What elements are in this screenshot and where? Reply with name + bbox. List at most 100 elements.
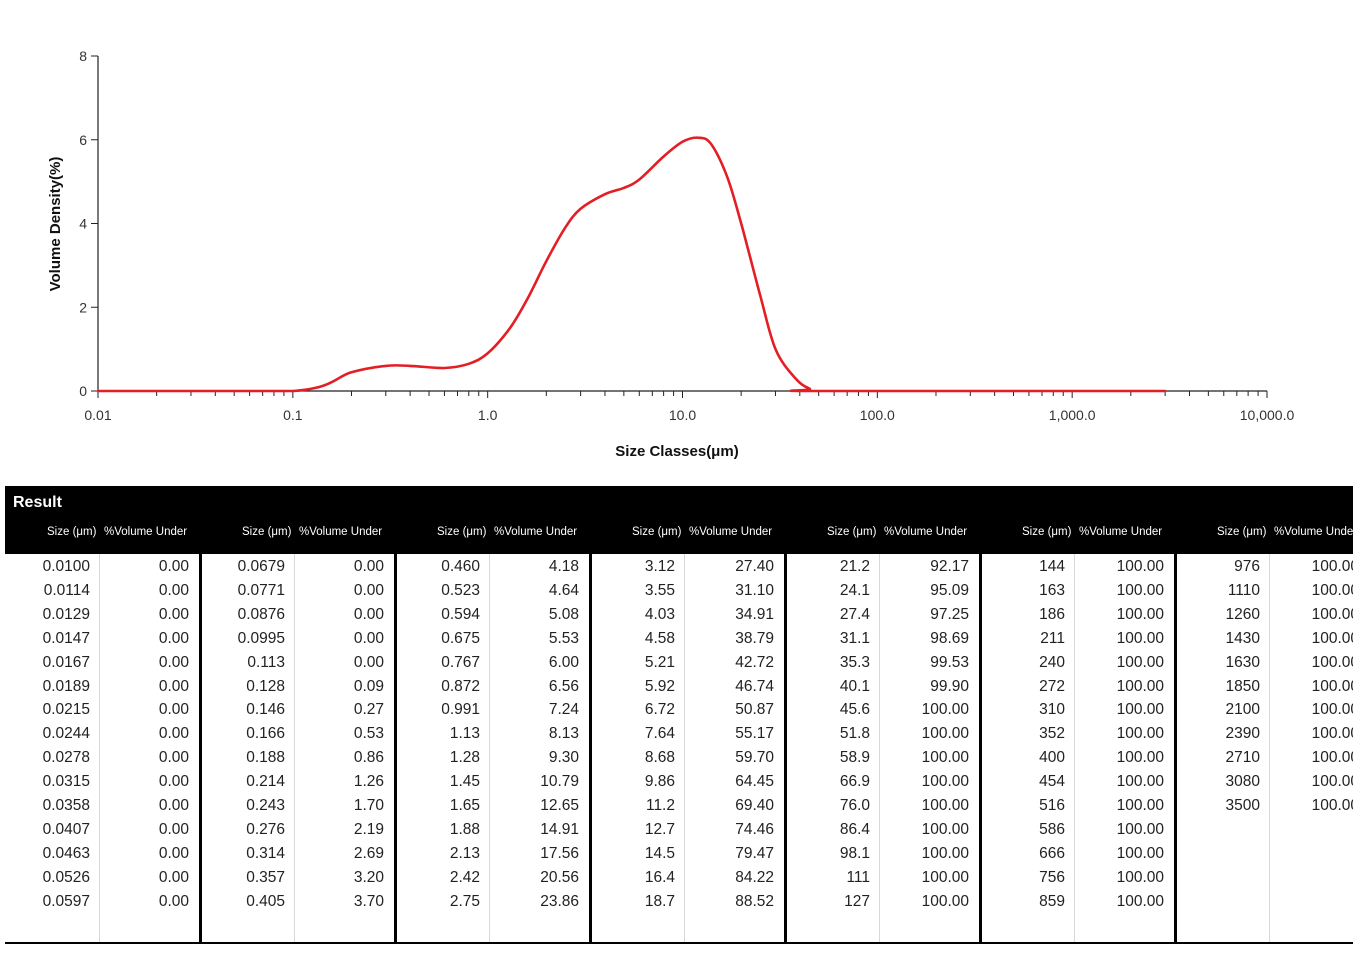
volume-cell: 10.79 [540,773,579,791]
volume-cell: 100.00 [921,797,969,814]
volume-cell: 88.52 [735,892,774,910]
volume-cell: 0.27 [353,701,384,719]
volume-cell: 100.00 [1311,725,1353,743]
volume-cell: 5.53 [548,629,579,647]
size-cell: 0.357 [246,868,285,886]
volume-cell: 4.18 [548,558,579,575]
size-cell: 5.92 [644,677,675,695]
volume-column-header: %Volume Under [299,526,383,538]
size-column-header: Size (μm) [1022,526,1072,538]
y-axis-title: Volume Density(%) [47,157,64,292]
size-cell: 144 [1039,558,1065,575]
size-cell: 310 [1039,701,1065,719]
volume-cell: 0.00 [158,629,189,647]
size-cell: 0.0147 [42,629,90,647]
size-cell: 0.0215 [42,701,90,719]
size-cell: 976 [1234,558,1260,575]
volume-cell: 50.87 [735,701,774,719]
size-cell: 0.460 [441,558,480,575]
size-cell: 0.405 [246,892,285,910]
y-tick-label: 2 [79,299,87,315]
result-column-group: 3.12 27.40 3.55 31.10 4.03 34.91 4.58 38.79 5.21… [590,554,787,942]
size-cell: 11.2 [645,797,675,814]
size-cell: 240 [1039,653,1065,671]
size-cell: 0.0358 [42,797,90,814]
size-cell: 0.314 [246,844,285,862]
volume-cell: 100.00 [1116,677,1164,695]
volume-cell: 17.56 [540,844,579,862]
size-column-header: Size (μm) [47,526,97,538]
volume-cell: 100.00 [1116,797,1164,814]
volume-column-header: %Volume Under [1274,526,1353,538]
volume-cell: 3.20 [353,868,384,886]
size-cell: 2710 [1225,749,1260,767]
size-column-header: Size (μm) [437,526,487,538]
size-cell: 2.13 [449,844,480,862]
size-cell: 0.0876 [237,605,285,623]
size-cell: 6.72 [644,701,675,719]
result-title: Result [13,494,62,511]
volume-cell: 12.65 [540,797,579,814]
volume-cell: 38.79 [735,629,774,647]
size-cell: 0.0167 [42,653,90,671]
volume-cell: 99.90 [930,677,969,695]
size-cell: 76.0 [839,797,870,814]
size-cell: 3500 [1225,797,1260,814]
x-tick-label: 1,000.0 [1049,407,1096,423]
size-cell: 1.88 [449,820,480,838]
volume-cell: 98.69 [930,629,969,647]
size-cell: 586 [1039,820,1065,838]
volume-cell: 6.00 [548,653,579,671]
size-cell: 0.675 [441,629,480,647]
size-cell: 14.5 [644,844,675,862]
volume-cell: 0.00 [158,773,189,791]
size-cell: 1.13 [449,725,480,743]
size-cell: 12.7 [644,820,675,838]
volume-cell: 27.40 [735,558,774,575]
volume-cell: 9.30 [548,749,579,767]
size-cell: 8.68 [644,749,675,767]
volume-cell: 0.53 [353,725,384,743]
size-cell: 66.9 [839,773,870,791]
column-divider [294,554,295,942]
volume-column-header: %Volume Under [104,526,188,538]
size-cell: 3080 [1225,773,1260,791]
size-cell: 163 [1039,581,1065,599]
volume-cell: 99.53 [930,653,969,671]
size-cell: 3.55 [644,581,675,599]
size-cell: 1630 [1225,653,1260,671]
volume-cell: 100.00 [1311,797,1353,814]
size-cell: 27.4 [839,605,870,623]
volume-density-curve [96,136,1167,393]
result-column-group: 144 100.00 163 100.00 186 100.00 211 100.00 240 1… [980,554,1177,942]
volume-cell: 100.00 [921,749,969,767]
column-divider [879,554,880,942]
volume-cell: 1.26 [353,773,384,791]
volume-cell: 100.00 [1116,749,1164,767]
size-cell: 35.3 [839,653,870,671]
volume-cell: 0.00 [158,653,189,671]
size-cell: 1260 [1225,605,1260,623]
volume-cell: 100.00 [1311,605,1353,623]
size-cell: 0.0315 [42,773,90,791]
size-cell: 454 [1039,773,1065,791]
volume-cell: 0.00 [353,558,384,575]
size-cell: 0.0679 [237,558,285,575]
volume-cell: 100.00 [921,892,969,910]
volume-cell: 0.00 [158,677,189,695]
size-cell: 272 [1039,677,1065,695]
x-tick-label: 0.01 [84,407,111,423]
volume-cell: 0.00 [353,605,384,623]
size-cell: 9.86 [644,773,675,791]
size-cell: 58.9 [839,749,870,767]
volume-cell: 100.00 [1116,820,1164,838]
size-cell: 0.594 [441,605,480,623]
size-cell: 2.75 [449,892,480,910]
volume-cell: 100.00 [1116,581,1164,599]
size-cell: 18.7 [644,892,675,910]
volume-cell: 0.00 [158,581,189,599]
volume-cell: 84.22 [735,868,774,886]
size-cell: 0.872 [441,677,480,695]
y-tick-label: 0 [79,383,87,399]
x-axis-title: Size Classes(μm) [615,443,738,460]
